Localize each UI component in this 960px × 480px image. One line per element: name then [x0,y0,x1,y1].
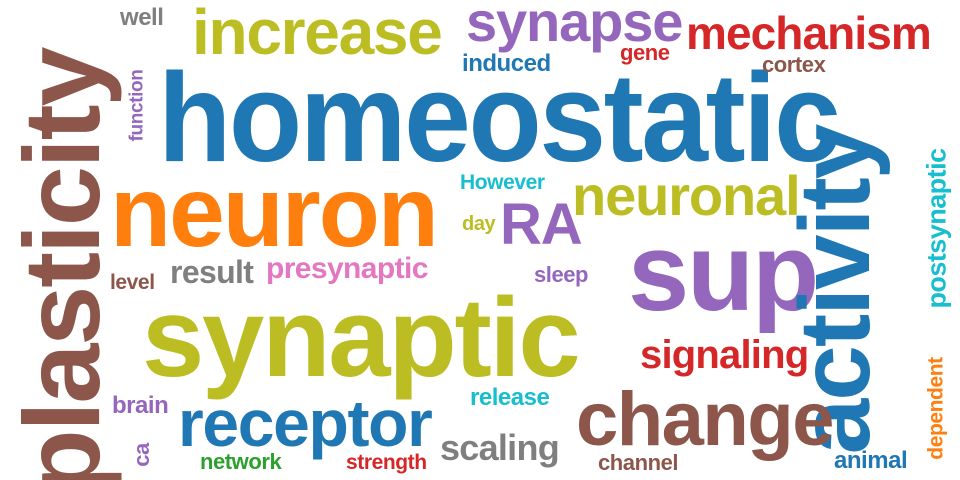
word-level: level [110,271,155,294]
word-result: result [170,254,254,290]
word-sleep: sleep [534,262,589,287]
word-scaling: scaling [440,427,560,468]
word-ca: ca [129,443,154,467]
word-neuron: neuron [110,156,439,268]
word-ra: RA [500,192,583,257]
word-channel: channel [598,450,679,475]
word-neuronal: neuronal [572,164,801,227]
word-gene: gene [620,40,670,65]
word-animal: animal [834,447,908,474]
word-postsynaptic: postsynaptic [921,148,952,309]
word-however: However [460,171,545,194]
word-function: function [126,69,148,142]
word-plasticity: plasticity [1,48,122,480]
word-induced: induced [462,50,551,77]
word-release: release [470,384,550,411]
word-dependent: dependent [924,357,948,460]
word-strength: strength [346,451,427,474]
word-brain: brain [112,392,169,419]
word-day: day [462,213,496,235]
word-change: change [576,377,834,462]
word-synaptic: synaptic [142,275,581,400]
word-homeostatic: homeostatic [158,47,841,189]
word-receptor: receptor [178,386,433,460]
word-well: well [120,4,164,31]
word-network: network [200,449,282,474]
word-synapse: synapse [466,0,683,53]
word-signaling: signaling [640,333,809,377]
word-presynaptic: presynaptic [266,252,428,285]
word-mechanism: mechanism [686,7,932,59]
word-increase: increase [192,0,443,68]
word-cortex: cortex [762,52,826,77]
word-sup: sup [628,211,819,334]
